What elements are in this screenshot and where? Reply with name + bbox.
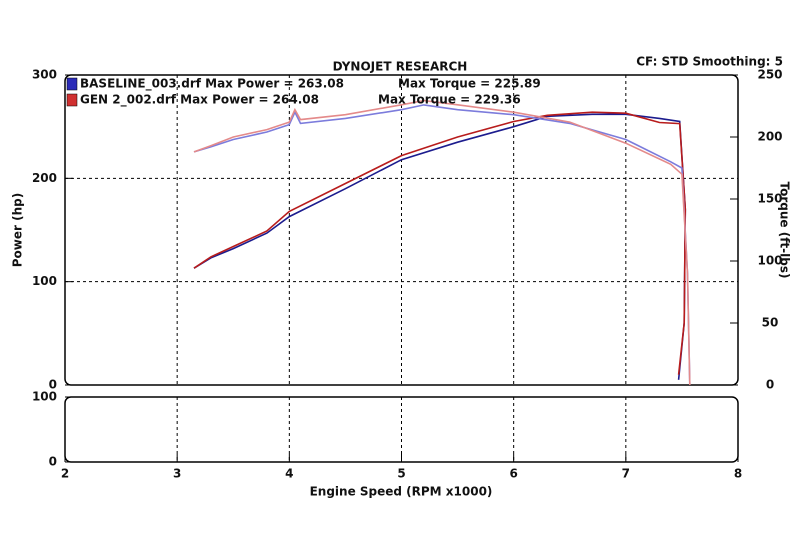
legend-swatch (66, 93, 78, 107)
legend-torque: Max Torque = 229.36 (378, 93, 521, 107)
series-line (193, 113, 687, 380)
y2-tick-label: 50 (762, 316, 779, 330)
legend-swatch (66, 77, 78, 91)
legend-label: GEN 2_002.drf Max Power = 264.08 (80, 93, 319, 108)
legend-torque: Max Torque = 225.89 (398, 77, 541, 91)
series-line (193, 104, 691, 386)
x-tick-label: 8 (734, 467, 742, 481)
x-tick-label: 6 (509, 467, 517, 481)
y-tick-label: 100 (32, 274, 57, 288)
legend-label: BASELINE_003.drf Max Power = 263.08 (80, 77, 344, 92)
y-tick-label: 300 (32, 68, 57, 82)
x-tick-label: 2 (61, 467, 69, 481)
plot-frame (64, 74, 739, 386)
series-line (193, 99, 691, 386)
y-tick-label: 200 (32, 171, 57, 185)
y2-tick-label: 100 (757, 254, 782, 268)
y2-tick-label: 150 (757, 192, 782, 206)
x-tick-label: 5 (397, 467, 405, 481)
x-axis-label: Engine Speed (RPM x1000) (310, 485, 493, 499)
chart-title: DYNOJET RESEARCH (333, 60, 468, 74)
lower-y-tick-label: 0 (49, 455, 57, 469)
y-tick-label: 0 (49, 378, 57, 392)
x-tick-label: 3 (173, 467, 181, 481)
y2-axis-label: Torque (ft-lbs) (778, 182, 792, 279)
y2-tick-label: 200 (757, 130, 782, 144)
lower-y-tick-label: 100 (32, 390, 57, 404)
y2-tick-label: 250 (757, 68, 782, 82)
y-axis-label: Power (hp) (11, 193, 25, 267)
series-line (193, 111, 687, 375)
chart-subtitle: CF: STD Smoothing: 5 (636, 55, 783, 69)
x-tick-label: 7 (622, 467, 630, 481)
y2-tick-label: 0 (766, 378, 774, 392)
x-tick-label: 4 (285, 467, 293, 481)
